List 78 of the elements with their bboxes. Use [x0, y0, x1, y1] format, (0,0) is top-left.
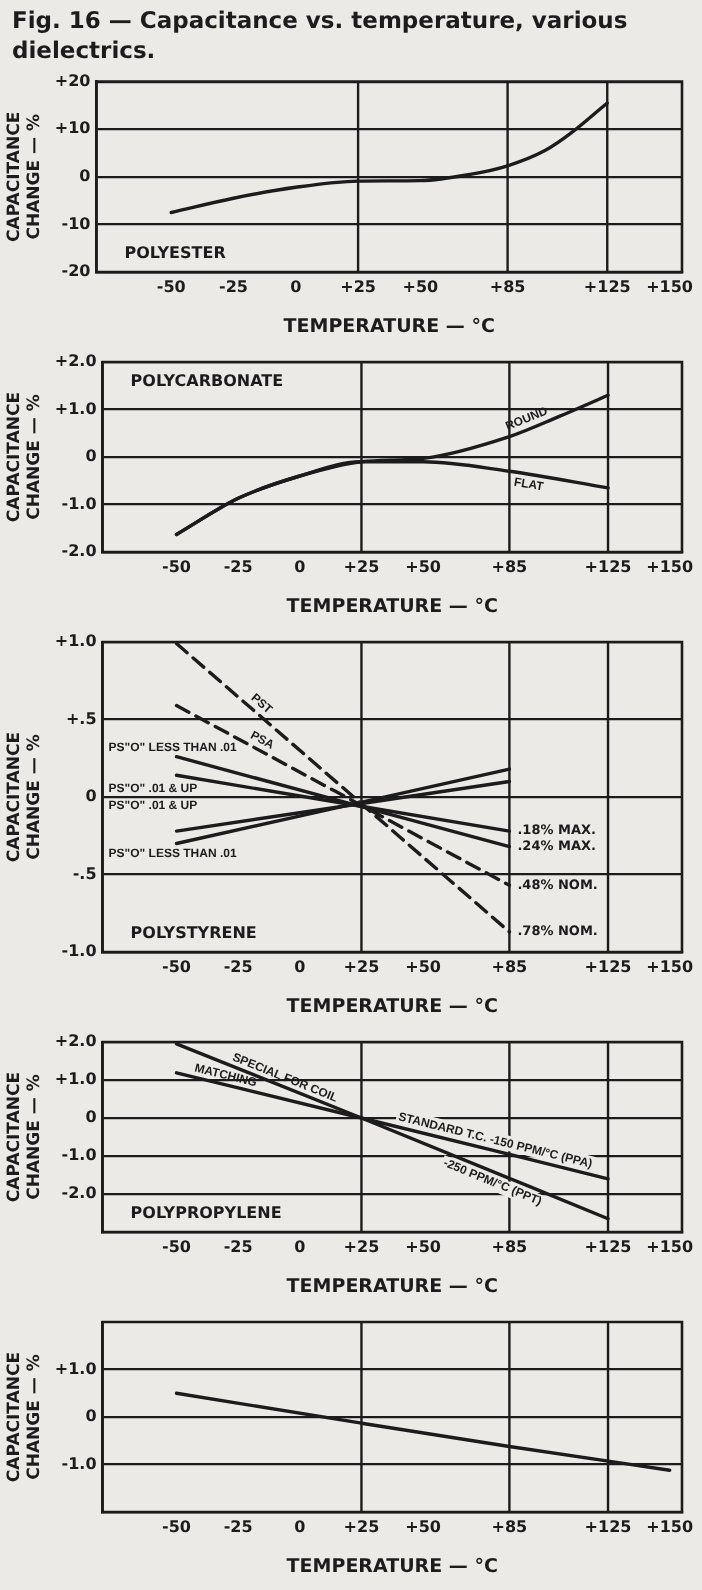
x-tick-label: +50 — [405, 1517, 442, 1536]
y-tick-label: -2.0 — [61, 1184, 98, 1203]
y-tick-label: -1.0 — [61, 942, 98, 961]
x-tick-label: +25 — [343, 957, 381, 976]
x-tick-label: +25 — [343, 557, 381, 576]
y-tick-label: 0 — [85, 1407, 98, 1426]
x-axis-title: TEMPERATURE — °C — [286, 595, 498, 618]
y-tick-label: -10 — [61, 214, 92, 233]
y-tick-label: +.5 — [65, 709, 98, 728]
x-tick-label: -25 — [223, 1237, 254, 1256]
x-tick-label: +50 — [405, 1237, 442, 1256]
x-tick-label: +125 — [584, 557, 633, 576]
x-tick-label: +125 — [584, 957, 633, 976]
x-tick-label: -50 — [156, 277, 187, 296]
x-tick-label: +25 — [343, 1237, 381, 1256]
x-tick-label: +125 — [584, 1517, 633, 1536]
y-tick-label: +1.0 — [54, 1070, 98, 1089]
text: POLYCARBONATE — [130, 372, 284, 391]
x-tick-label: +25 — [343, 1517, 381, 1536]
text: POLYESTER — [124, 244, 226, 263]
x-tick-label: -50 — [162, 957, 192, 976]
x-tick-label: +125 — [583, 277, 632, 296]
y-tick-label: 0 — [85, 787, 98, 806]
y-tick-label: -2.0 — [61, 542, 98, 561]
chart-title: Fig. 16 — Capacitance vs. temperature, various dielectrics. — [10, 4, 630, 66]
y-tick-label: -.5 — [72, 864, 98, 883]
x-tick-label: -25 — [219, 277, 249, 296]
x-tick-label: -25 — [223, 957, 254, 976]
x-tick-label: -25 — [223, 557, 254, 576]
x-tick-label: +85 — [491, 1517, 529, 1536]
x-tick-label: 0 — [294, 1517, 307, 1536]
y-tick-label: +2.0 — [54, 352, 98, 371]
x-tick-label: -25 — [223, 1517, 254, 1536]
x-tick-label: +125 — [584, 1237, 633, 1256]
x-axis-title: TEMPERATURE — °C — [286, 995, 498, 1018]
x-tick-label: +50 — [405, 557, 442, 576]
y-tick-label: -1.0 — [61, 494, 98, 513]
y-axis-title: CAPACITANCE CHANGE — % — [4, 111, 46, 242]
x-tick-label: +150 — [646, 957, 694, 976]
x-tick-label: 0 — [290, 277, 303, 296]
x-tick-label: +85 — [491, 557, 529, 576]
x-tick-label: +25 — [340, 277, 377, 296]
x-tick-label: +85 — [489, 277, 527, 296]
text: POLYSTYRENE — [130, 924, 257, 943]
y-tick-label: -20 — [61, 262, 92, 281]
x-axis-title: TEMPERATURE — °C — [286, 1275, 498, 1298]
x-tick-label: 0 — [294, 957, 307, 976]
y-axis-title: CAPACITANCE CHANGE — % — [4, 1351, 46, 1483]
x-tick-label: +50 — [405, 957, 442, 976]
y-tick-label: +1.0 — [54, 1359, 98, 1378]
x-tick-label: -50 — [162, 1517, 192, 1536]
y-tick-label: 0 — [79, 166, 92, 185]
y-tick-label: +2.0 — [54, 1032, 98, 1051]
x-tick-label: +150 — [646, 1517, 694, 1536]
y-tick-label: +1.0 — [54, 632, 98, 651]
y-axis-title: CAPACITANCE CHANGE — % — [4, 1071, 46, 1203]
y-tick-label: -1.0 — [61, 1146, 98, 1165]
x-tick-label: -50 — [162, 557, 192, 576]
x-tick-label: 0 — [294, 557, 307, 576]
x-tick-label: +150 — [646, 1237, 694, 1256]
y-tick-label: 0 — [85, 447, 98, 466]
y-tick-label: +10 — [54, 119, 92, 138]
x-tick-label: +150 — [646, 557, 694, 576]
text: POLYPROPYLENE — [130, 1204, 282, 1223]
y-tick-label: -1.0 — [61, 1454, 98, 1473]
x-tick-label: 0 — [294, 1237, 307, 1256]
x-axis-title: TEMPERATURE — °C — [283, 315, 495, 338]
y-tick-label: +20 — [54, 71, 92, 90]
y-tick-label: 0 — [85, 1108, 98, 1127]
y-axis-title: CAPACITANCE CHANGE — % — [4, 391, 46, 523]
x-tick-label: +85 — [491, 1237, 529, 1256]
x-tick-label: +150 — [646, 277, 694, 296]
x-tick-label: +85 — [491, 957, 529, 976]
y-axis-title: CAPACITANCE CHANGE — % — [4, 731, 46, 863]
x-axis-title: TEMPERATURE — °C — [286, 1555, 498, 1578]
y-tick-label: +1.0 — [54, 399, 98, 418]
x-tick-label: +50 — [402, 277, 440, 296]
x-tick-label: -50 — [162, 1237, 192, 1256]
